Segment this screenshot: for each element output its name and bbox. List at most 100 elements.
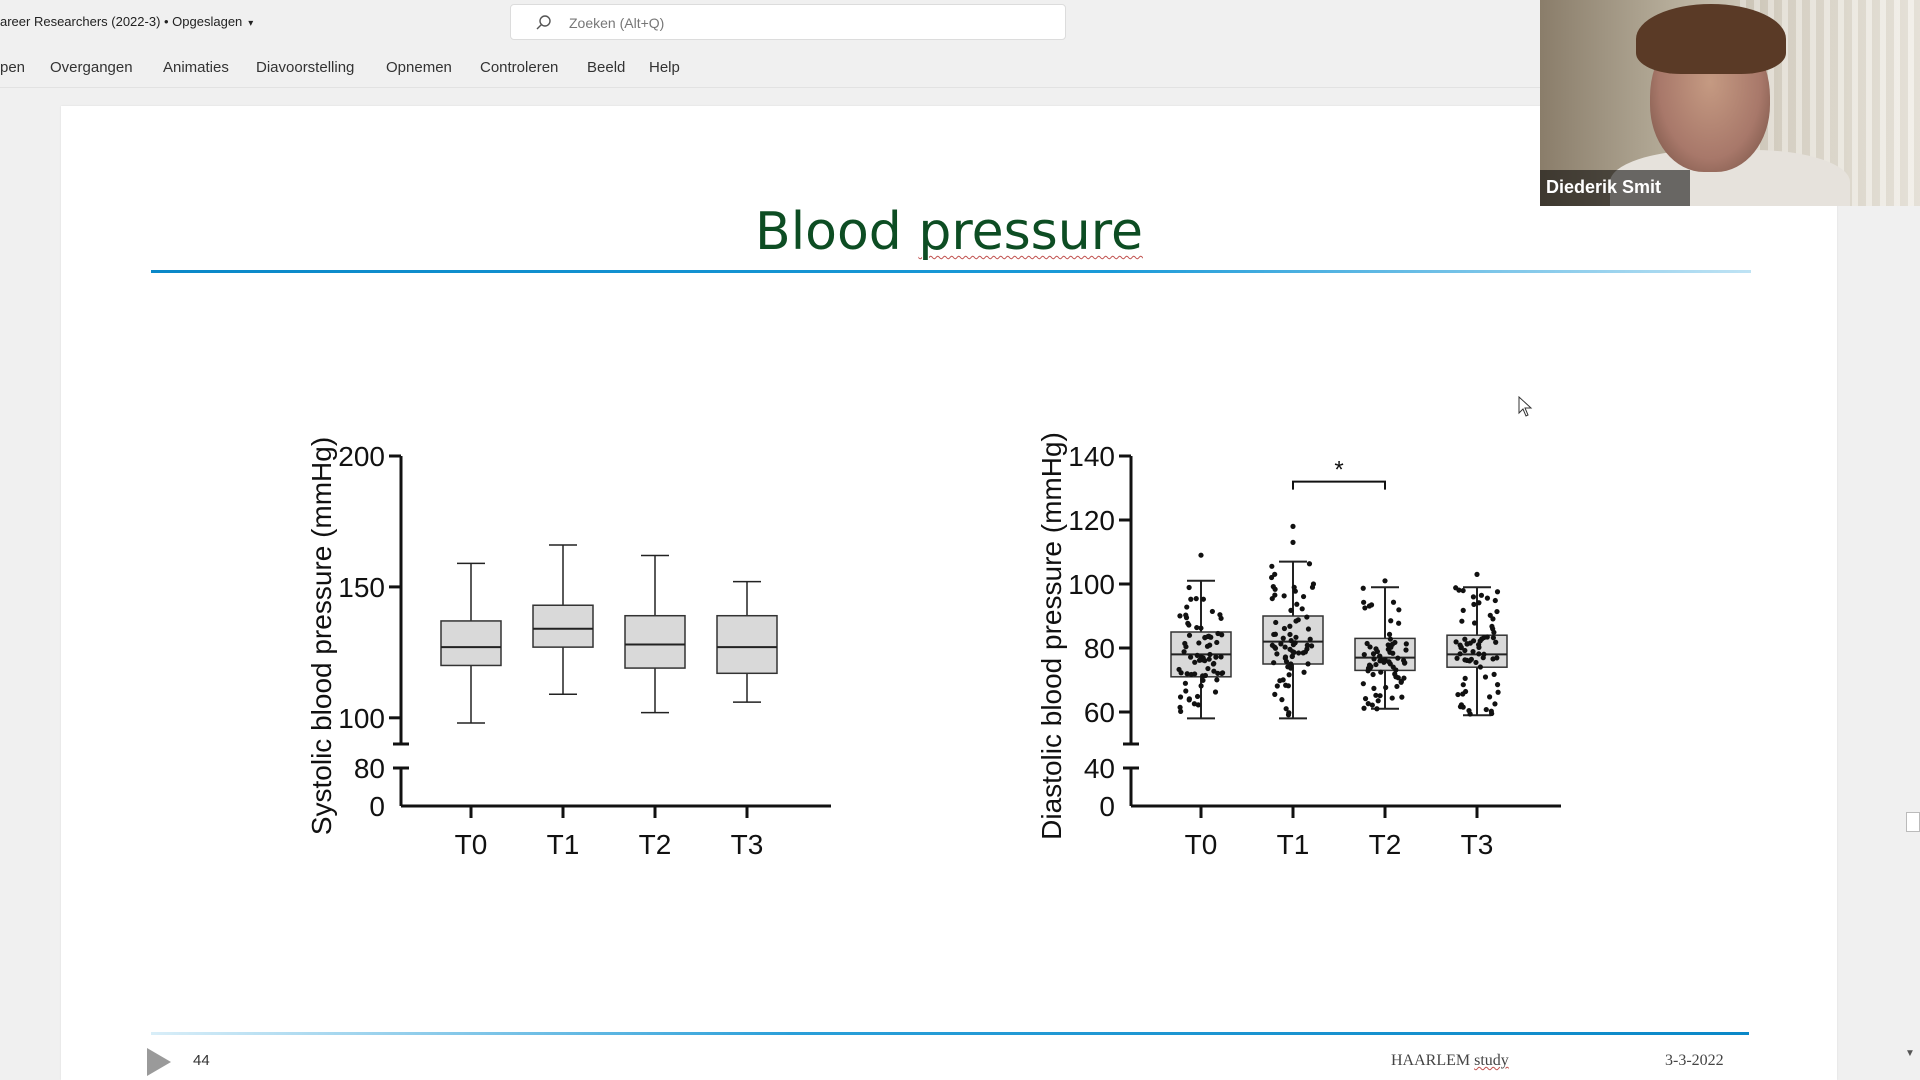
- y-tick-label: 100: [1068, 569, 1115, 600]
- data-point: [1471, 620, 1478, 626]
- data-point: [1462, 647, 1468, 654]
- data-point: [1274, 651, 1280, 657]
- data-point: [1403, 647, 1409, 653]
- data-point: [1176, 666, 1182, 673]
- data-point: [1212, 689, 1219, 695]
- data-point: [1392, 671, 1398, 677]
- systolic-box-plot: Systolic blood pressure (mmHg) 100 150 200 0…: [306, 437, 831, 860]
- data-point: [1361, 705, 1367, 711]
- data-point: [1307, 636, 1313, 642]
- box-iqr: [624, 614, 686, 669]
- search-placeholder: Zoeken (Alt+Q): [569, 15, 665, 31]
- data-point: [1215, 630, 1221, 637]
- data-point: [1200, 596, 1206, 602]
- participant-video-tile[interactable]: Diederik Smit: [1540, 0, 1920, 206]
- data-point: [1283, 706, 1289, 712]
- data-point: [1278, 641, 1284, 647]
- data-point: [1389, 641, 1396, 647]
- footer-study-part1: HAARLEM: [1391, 1052, 1475, 1069]
- data-point: [1460, 682, 1466, 688]
- data-point: [1395, 655, 1401, 661]
- data-point: [1282, 654, 1289, 660]
- data-point: [1186, 584, 1192, 591]
- tab-animaties[interactable]: Animaties: [163, 59, 229, 76]
- scrollbar-thumb[interactable]: [1906, 812, 1920, 832]
- y-tick-label: 200: [338, 441, 385, 472]
- data-point: [1291, 584, 1297, 590]
- y-tick-label: 0: [369, 791, 385, 822]
- data-point: [1483, 706, 1489, 713]
- data-point: [1374, 648, 1381, 655]
- outlier-point: [1290, 539, 1296, 545]
- data-point: [1459, 618, 1465, 624]
- title-rule: [151, 270, 1751, 273]
- data-point: [1460, 607, 1466, 613]
- data-point: [1470, 648, 1476, 655]
- data-point: [1214, 639, 1220, 646]
- play-icon[interactable]: [147, 1048, 171, 1076]
- slide-canvas[interactable]: Blood pressure Systolic blood pressure (…: [61, 106, 1837, 1080]
- data-point: [1367, 644, 1373, 650]
- data-point: [1492, 701, 1498, 707]
- data-point: [1377, 693, 1383, 699]
- data-point: [1373, 692, 1379, 698]
- box-iqr: [716, 614, 778, 675]
- x-tick-label: T3: [1461, 829, 1494, 860]
- tab-overgangen[interactable]: Overgangen: [50, 59, 133, 76]
- data-point: [1471, 601, 1477, 607]
- y-tick-label: 80: [1084, 633, 1115, 664]
- data-point: [1490, 616, 1496, 622]
- data-point: [1186, 632, 1193, 638]
- data-point: [1493, 639, 1499, 645]
- data-point: [1489, 623, 1495, 630]
- box-iqr: [532, 604, 594, 648]
- significance-label: *: [1334, 457, 1343, 484]
- data-point: [1285, 712, 1292, 718]
- data-point: [1302, 649, 1308, 655]
- document-title[interactable]: areer Researchers (2022-3) • Opgeslagen ▾: [0, 14, 253, 29]
- data-point: [1271, 631, 1277, 638]
- footer-study-label: HAARLEM study: [1391, 1052, 1509, 1070]
- data-point: [1487, 612, 1493, 618]
- data-point: [1383, 684, 1389, 691]
- footer-study-part2: study: [1474, 1052, 1509, 1069]
- data-point: [1272, 645, 1279, 651]
- data-point: [1308, 643, 1315, 649]
- data-point: [1287, 623, 1293, 629]
- x-tick-label: T1: [547, 829, 580, 860]
- data-point: [1460, 691, 1466, 697]
- tab-opnemen[interactable]: Opnemen: [386, 59, 452, 76]
- data-point: [1387, 636, 1393, 642]
- data-point: [1478, 592, 1485, 598]
- scroll-down-icon[interactable]: ▼: [1905, 1048, 1915, 1059]
- data-point: [1293, 634, 1299, 640]
- data-point: [1288, 607, 1294, 613]
- search-box[interactable]: Zoeken (Alt+Q): [510, 4, 1066, 40]
- outlier-point: [1382, 578, 1388, 584]
- mouse-cursor-icon: [1518, 396, 1533, 417]
- data-point: [1268, 574, 1275, 581]
- data-point: [1272, 571, 1278, 577]
- data-point: [1401, 660, 1408, 666]
- participant-name: Diederik Smit: [1540, 170, 1690, 206]
- slide-number: 44: [193, 1052, 210, 1069]
- data-point: [1362, 696, 1369, 702]
- data-point: [1398, 678, 1404, 685]
- y-tick-label: 60: [1084, 697, 1115, 728]
- tab-beeld[interactable]: Beeld: [587, 59, 626, 76]
- data-point: [1462, 636, 1468, 642]
- tab-diavoorstelling[interactable]: Diavoorstelling: [256, 59, 355, 76]
- data-point: [1214, 677, 1220, 683]
- data-point: [1274, 683, 1280, 689]
- data-point: [1196, 657, 1203, 663]
- data-point: [1282, 644, 1288, 650]
- data-point: [1283, 682, 1289, 688]
- chevron-down-icon[interactable]: ▾: [248, 18, 254, 29]
- y-axis-label: Systolic blood pressure (mmHg): [306, 437, 337, 835]
- data-point: [1494, 682, 1501, 688]
- tab-controleren[interactable]: Controleren: [480, 59, 559, 76]
- tab-help[interactable]: Help: [649, 59, 680, 76]
- data-point: [1403, 641, 1409, 647]
- vertical-scrollbar[interactable]: [1900, 88, 1920, 1080]
- tab-ontwerpen[interactable]: pen: [0, 59, 26, 76]
